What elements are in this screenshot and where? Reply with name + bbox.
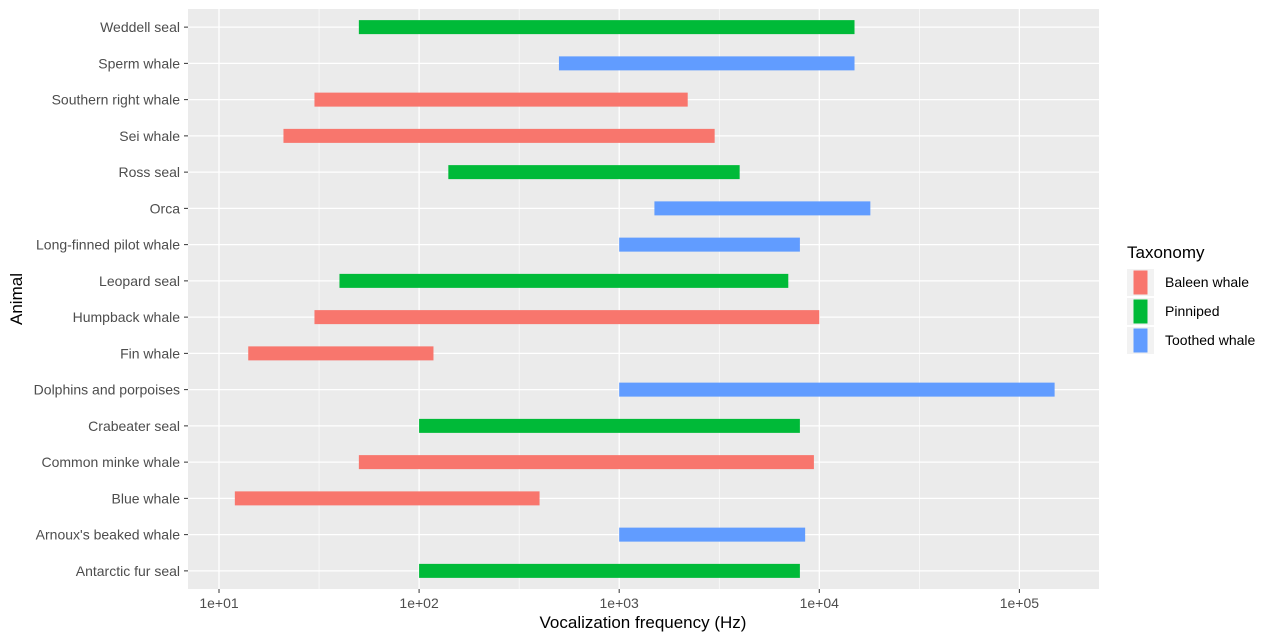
range-bar [654, 201, 871, 216]
y-axis-title: Animal [7, 273, 26, 325]
legend-title: Taxonomy [1127, 243, 1205, 262]
x-tick-label: 1e+01 [199, 595, 239, 611]
range-bar [358, 20, 855, 35]
range-bars [234, 20, 1055, 578]
y-tick-label: Leopard seal [99, 273, 180, 289]
legend-key-swatch [1133, 328, 1148, 353]
y-tick-label: Blue whale [112, 490, 181, 506]
y-tick-label: Crabeater seal [88, 418, 180, 434]
y-tick-label: Southern right whale [52, 92, 181, 108]
range-bar [339, 273, 789, 288]
y-tick-label: Humpback whale [73, 309, 181, 325]
y-tick-label: Dolphins and porpoises [34, 382, 180, 398]
y-tick-label: Sperm whale [98, 55, 180, 71]
y-tick-label: Common minke whale [42, 454, 181, 470]
x-tick-label: 1e+03 [600, 595, 640, 611]
range-bar [283, 128, 715, 143]
range-bar [619, 527, 806, 542]
y-tick-label: Weddell seal [100, 19, 180, 35]
range-bar [419, 563, 800, 578]
range-bar [619, 382, 1055, 397]
legend-label: Baleen whale [1165, 274, 1249, 290]
legend: Taxonomy Baleen whale Pinniped Toothed wha… [1127, 243, 1256, 354]
y-tick-label: Fin whale [120, 345, 180, 361]
legend-key-swatch [1133, 299, 1148, 324]
y-tick-label: Arnoux's beaked whale [36, 527, 181, 543]
x-tick-label: 1e+05 [1000, 595, 1040, 611]
range-bar [448, 165, 740, 180]
y-tick-label: Antarctic fur seal [76, 563, 180, 579]
range-bar [314, 310, 820, 325]
x-tick-label: 1e+02 [399, 595, 439, 611]
x-axis: 1e+01 1e+02 1e+03 1e+04 1e+05 [199, 589, 1039, 611]
range-bar [234, 491, 540, 506]
range-bar [558, 56, 855, 71]
x-axis-title: Vocalization frequency (Hz) [540, 613, 747, 632]
legend-key-swatch [1133, 270, 1148, 295]
y-tick-label: Long-finned pilot whale [36, 237, 180, 253]
range-bar [314, 92, 688, 107]
y-tick-label: Sei whale [119, 128, 180, 144]
y-tick-label: Orca [150, 200, 181, 216]
y-axis: Antarctic fur seal Arnoux's beaked whale B… [34, 19, 188, 579]
range-bar [248, 346, 434, 361]
range-bar [419, 418, 800, 433]
range-bar [619, 237, 800, 252]
legend-label: Toothed whale [1165, 332, 1256, 348]
range-bar [358, 455, 814, 470]
y-tick-label: Ross seal [119, 164, 180, 180]
x-tick-label: 1e+04 [800, 595, 840, 611]
legend-label: Pinniped [1165, 303, 1220, 319]
